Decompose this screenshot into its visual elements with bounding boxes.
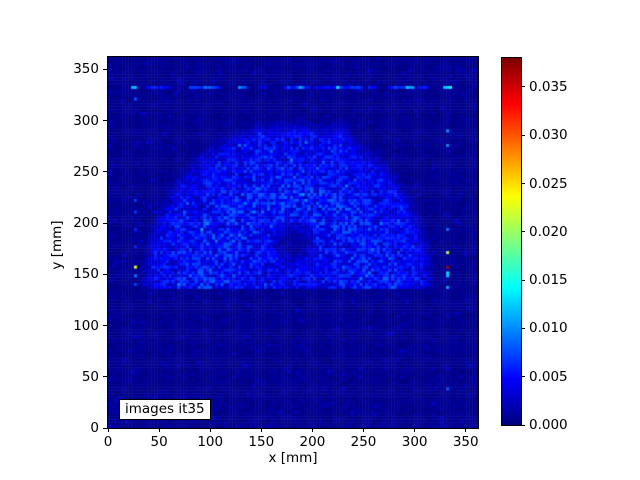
y-tick-label: 50 <box>81 368 99 385</box>
y-tick-label: 350 <box>73 61 99 78</box>
colorbar-tick-mark <box>521 376 525 378</box>
heatmap-canvas <box>108 57 478 428</box>
x-tick-mark <box>311 428 313 432</box>
x-tick-label: 350 <box>452 434 479 450</box>
colorbar-tick-mark <box>521 183 525 185</box>
x-tick-label: 150 <box>248 434 275 450</box>
colorbar-tick-label: 0.005 <box>529 368 568 385</box>
colorbar-tick-label: 0.025 <box>529 175 568 192</box>
y-tick-label: 200 <box>73 215 99 232</box>
y-tick-label: 250 <box>73 163 99 180</box>
colorbar-tick-label: 0.000 <box>529 417 568 433</box>
colorbar-tick-mark <box>521 279 525 281</box>
y-tick-mark <box>103 325 107 326</box>
colorbar-tick-label: 0.030 <box>529 127 568 144</box>
x-tick-mark <box>260 428 262 432</box>
x-tick-mark <box>158 428 160 432</box>
plot-area: 0 50 100 150 200 250 300 350 0 50 100 150 200 250 300… <box>73 56 479 450</box>
x-tick-label: 250 <box>350 434 377 450</box>
y-tick-label: 0 <box>90 420 99 436</box>
colorbar: 0.000 0.005 0.010 0.015 0.020 0.025 0.030 0.035 <box>501 57 568 433</box>
x-tick-mark <box>363 428 365 432</box>
y-tick-mark <box>103 171 107 173</box>
y-axis-label: y [mm] <box>49 220 65 270</box>
y-tick-mark <box>103 120 107 122</box>
y-tick-mark <box>103 273 107 275</box>
colorbar-tick-mark <box>521 86 525 88</box>
x-tick-label: 300 <box>401 434 428 450</box>
y-tick-label: 100 <box>73 317 99 334</box>
colorbar-tick-mark <box>521 327 525 329</box>
y-tick-mark <box>103 222 107 224</box>
y-tick-label: 300 <box>73 112 99 129</box>
annotation-label: images it35 <box>125 401 205 417</box>
x-tick-mark <box>209 428 211 432</box>
x-axis-label: x [mm] <box>268 450 318 466</box>
colorbar-tick-mark <box>521 231 525 233</box>
x-tick-label: 0 <box>103 434 113 450</box>
colorbar-tick-label: 0.020 <box>529 223 568 240</box>
y-tick-mark <box>103 68 107 70</box>
y-tick-label: 150 <box>73 266 99 283</box>
x-tick-mark <box>414 428 416 432</box>
colorbar-tick-label: 0.015 <box>529 272 568 289</box>
colorbar-tick-label: 0.035 <box>529 78 568 95</box>
x-tick-mark <box>107 428 109 432</box>
annotation-box: images it35 <box>119 399 211 420</box>
y-tick-mark <box>103 376 107 378</box>
colorbar-tick-mark <box>521 134 525 136</box>
x-tick-label: 50 <box>150 434 168 450</box>
x-tick-label: 200 <box>299 434 326 450</box>
colorbar-tick-mark <box>521 424 525 426</box>
y-tick-mark <box>103 427 107 429</box>
x-tick-mark <box>465 428 467 432</box>
colorbar-tick-label: 0.010 <box>529 320 568 337</box>
x-tick-label: 100 <box>197 434 224 450</box>
colorbar-gradient-canvas <box>502 58 521 425</box>
